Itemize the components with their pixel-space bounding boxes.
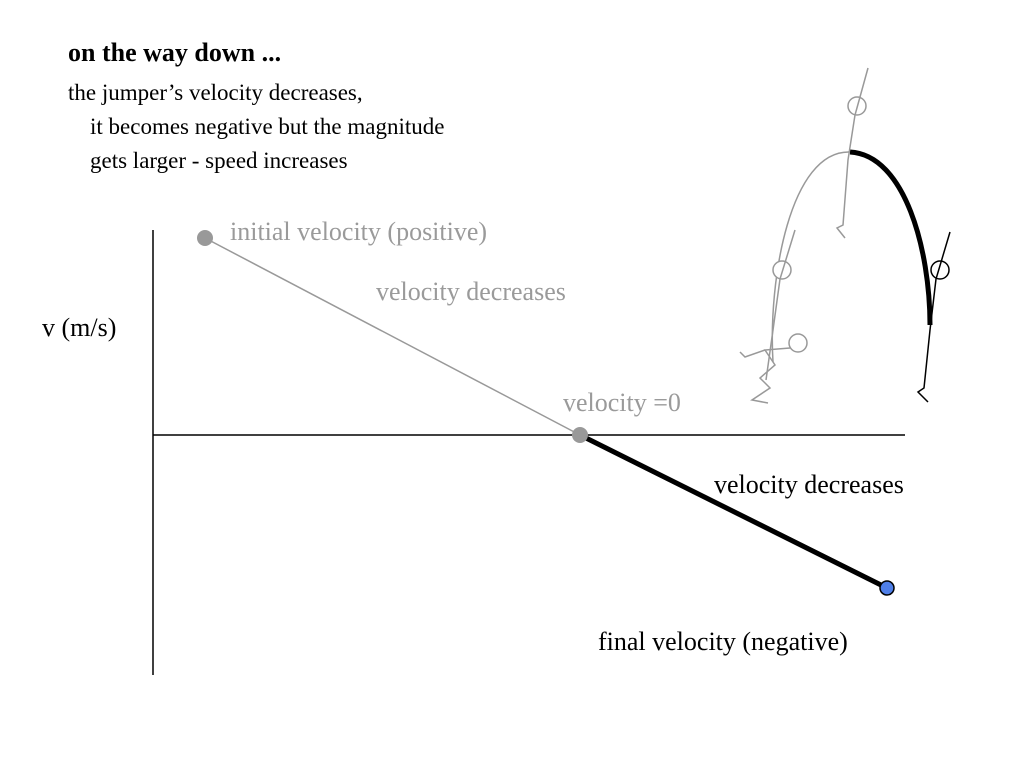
zero-velocity-label: velocity =0 [563,388,681,417]
page-title: on the way down ... [68,38,282,67]
trajectory-up [771,151,851,363]
final-velocity-point [879,580,895,596]
jumper-figure-rising [765,229,796,381]
jumper-figure-apex [835,67,869,239]
velocity-line-positive [204,237,581,436]
initial-velocity-point [197,230,213,246]
description-line-3: gets larger - speed increases [90,148,348,173]
y-axis-label: v (m/s) [42,313,116,342]
velocity-line-negative [578,432,889,591]
velocity-decreases-label-upper: velocity decreases [376,277,566,306]
initial-velocity-label: initial velocity (positive) [230,217,487,246]
velocity-decreases-label-lower: velocity decreases [714,470,904,499]
jumper-figure-descending [916,231,951,403]
trajectory-down [849,149,933,326]
description-line-1: the jumper’s velocity decreases, [68,80,363,105]
jumper-figure-crouch [739,333,808,404]
zero-velocity-point [572,427,588,443]
final-velocity-label: final velocity (negative) [598,627,848,656]
description-line-2: it becomes negative but the magnitude [90,114,445,139]
